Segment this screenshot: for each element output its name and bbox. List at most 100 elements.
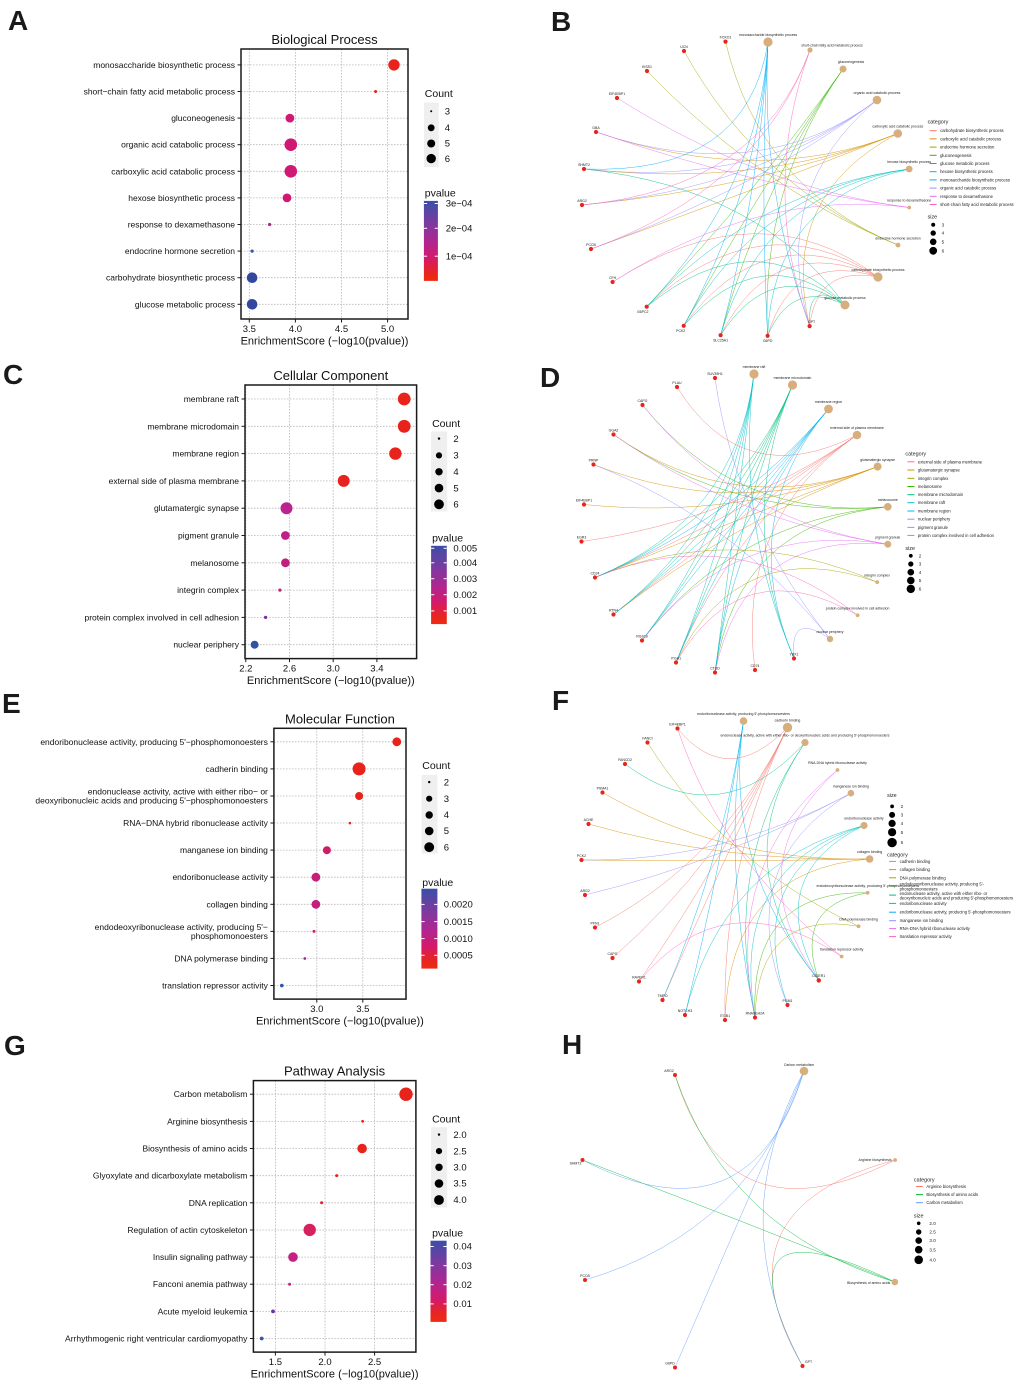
svg-text:Carbon metabolism: Carbon metabolism — [926, 1200, 963, 1205]
svg-text:carbohydrate biosynthetic proc: carbohydrate biosynthetic process — [940, 128, 1004, 133]
svg-text:5: 5 — [919, 578, 922, 583]
svg-text:3: 3 — [901, 813, 904, 818]
svg-text:3e−04: 3e−04 — [446, 199, 473, 210]
svg-text:nuclear periphery: nuclear periphery — [173, 640, 239, 650]
svg-text:category: category — [887, 853, 908, 859]
svg-text:manganese ion binding: manganese ion binding — [900, 918, 944, 923]
svg-text:GGA2: GGA2 — [609, 428, 619, 432]
svg-text:Arginine biosynthesis: Arginine biosynthesis — [859, 1158, 892, 1162]
svg-text:4: 4 — [942, 231, 945, 236]
svg-text:2e−04: 2e−04 — [446, 224, 473, 235]
svg-text:EnrichmentScore (−log10(pvalue: EnrichmentScore (−log10(pvalue)) — [251, 1369, 419, 1381]
svg-text:membrane region: membrane region — [815, 400, 842, 404]
svg-text:glutamatergic synapse: glutamatergic synapse — [154, 503, 239, 513]
svg-text:3: 3 — [919, 562, 922, 567]
svg-text:membrane region: membrane region — [918, 509, 951, 514]
svg-text:DNA polymerase binding: DNA polymerase binding — [900, 875, 947, 880]
svg-text:CD24: CD24 — [591, 571, 600, 575]
svg-text:D: D — [540, 362, 560, 393]
svg-text:0.0020: 0.0020 — [444, 900, 473, 911]
svg-text:PCCB: PCCB — [580, 1274, 590, 1278]
svg-text:collagen binding: collagen binding — [900, 867, 931, 872]
svg-text:hexose biosynthetic process: hexose biosynthetic process — [940, 169, 993, 174]
svg-text:3: 3 — [453, 451, 458, 462]
svg-text:carbohydrate biosynthetic proc: carbohydrate biosynthetic process — [106, 273, 235, 283]
svg-text:SHMT2: SHMT2 — [570, 1162, 582, 1166]
svg-text:2: 2 — [901, 804, 904, 809]
svg-text:size: size — [887, 793, 897, 799]
svg-text:Arginine biosynthesis: Arginine biosynthesis — [167, 1116, 247, 1126]
svg-text:gluconeogenesis: gluconeogenesis — [171, 113, 235, 123]
svg-text:endoribonuclease activity, pro: endoribonuclease activity, producing 5'-… — [900, 910, 1011, 915]
svg-text:FOXO1: FOXO1 — [720, 35, 732, 39]
svg-text:glutamatergic synapse: glutamatergic synapse — [860, 458, 895, 462]
svg-text:DNA polymerase binding: DNA polymerase binding — [174, 953, 268, 963]
svg-text:endocrine hormone secretion: endocrine hormone secretion — [940, 145, 995, 150]
svg-text:ARG2: ARG2 — [664, 1069, 674, 1073]
svg-text:3.0: 3.0 — [453, 1163, 466, 1174]
svg-text:manganese ion binding: manganese ion binding — [180, 845, 268, 855]
svg-text:glucose metabolic process: glucose metabolic process — [940, 161, 989, 166]
svg-text:protein complex involved in ce: protein complex involved in cell adhesio… — [826, 607, 890, 611]
svg-text:ITGA1: ITGA1 — [671, 656, 681, 660]
svg-text:Biosynthesis of amino acids: Biosynthesis of amino acids — [926, 1192, 978, 1197]
svg-text:endoribonuclease activity: endoribonuclease activity — [172, 872, 268, 882]
svg-text:YBX1: YBX1 — [790, 652, 799, 656]
svg-text:6: 6 — [445, 154, 450, 165]
svg-text:2.0: 2.0 — [453, 1130, 466, 1141]
svg-text:Cellular Component: Cellular Component — [273, 368, 388, 383]
svg-text:4.0: 4.0 — [929, 1257, 936, 1262]
svg-text:carbohydrate biosynthetic proc: carbohydrate biosynthetic process — [851, 268, 904, 272]
svg-text:EIF4EBP1: EIF4EBP1 — [576, 498, 592, 502]
svg-text:0.01: 0.01 — [453, 1299, 472, 1310]
svg-text:0.0010: 0.0010 — [444, 934, 473, 945]
svg-text:RNA-DNA hybrid ribonuclease ac: RNA-DNA hybrid ribonuclease activity — [900, 926, 971, 931]
svg-text:integrin complex: integrin complex — [918, 476, 949, 481]
svg-text:ACHE: ACHE — [584, 818, 594, 822]
svg-text:3.4: 3.4 — [370, 664, 383, 675]
svg-text:collagen binding: collagen binding — [857, 850, 882, 854]
svg-text:EnrichmentScore (−log10(pvalue: EnrichmentScore (−log10(pvalue)) — [256, 1016, 424, 1028]
svg-text:endoribonuclease activity: endoribonuclease activity — [844, 817, 884, 821]
svg-text:response to dexamethasone: response to dexamethasone — [128, 220, 236, 230]
svg-text:endocrine hormone secretion: endocrine hormone secretion — [125, 246, 235, 256]
svg-text:melanosome: melanosome — [918, 484, 943, 489]
svg-text:PGM1: PGM1 — [783, 999, 793, 1003]
svg-text:melanosome: melanosome — [878, 498, 898, 502]
svg-text:4: 4 — [445, 123, 450, 134]
svg-text:endocrine hormone secretion: endocrine hormone secretion — [875, 236, 920, 240]
svg-text:5: 5 — [901, 830, 904, 835]
svg-text:endoribonuclease activity, pro: endoribonuclease activity, producing 5'−… — [40, 737, 268, 747]
svg-text:GPT: GPT — [805, 1360, 813, 1364]
svg-text:C: C — [3, 359, 23, 390]
svg-text:endodeoxyribonuclease activity: endodeoxyribonuclease activity, producin… — [95, 922, 268, 932]
svg-text:F: F — [552, 685, 569, 716]
svg-text:Count: Count — [425, 88, 453, 100]
svg-text:4.0: 4.0 — [289, 324, 302, 335]
svg-text:3.0: 3.0 — [327, 664, 340, 675]
svg-text:2.5: 2.5 — [368, 1357, 381, 1368]
svg-text:ITGB1: ITGB1 — [720, 1014, 730, 1018]
svg-text:DNA replication: DNA replication — [189, 1198, 248, 1208]
svg-text:3.5: 3.5 — [453, 1179, 466, 1190]
svg-text:Count: Count — [432, 418, 460, 430]
svg-text:NOTCH3: NOTCH3 — [678, 1009, 692, 1013]
svg-text:PLAU: PLAU — [672, 381, 682, 385]
svg-text:RGS19: RGS19 — [636, 634, 648, 638]
svg-text:Regulation of actin cytoskelet: Regulation of actin cytoskeleton — [127, 1225, 247, 1235]
svg-text:2.5: 2.5 — [929, 1230, 936, 1235]
svg-text:3: 3 — [942, 222, 945, 227]
svg-text:pvalue: pvalue — [425, 188, 456, 200]
svg-text:EIF4EBP1: EIF4EBP1 — [669, 722, 685, 726]
svg-text:Glyoxylate and dicarboxylate m: Glyoxylate and dicarboxylate metabolism — [93, 1171, 248, 1181]
svg-text:cadherin binding: cadherin binding — [206, 764, 269, 774]
svg-text:pvalue: pvalue — [422, 877, 453, 889]
svg-text:4: 4 — [901, 821, 904, 826]
svg-text:category: category — [914, 1177, 935, 1183]
svg-text:0.003: 0.003 — [453, 574, 477, 585]
svg-text:FANCD2: FANCD2 — [618, 758, 632, 762]
svg-text:EnrichmentScore (−log10(pvalue: EnrichmentScore (−log10(pvalue)) — [247, 675, 415, 687]
svg-text:membrane microdomain: membrane microdomain — [774, 376, 812, 380]
svg-text:phosphomonoesters: phosphomonoesters — [191, 931, 268, 941]
svg-text:RNA−DNA hybrid ribonuclease ac: RNA−DNA hybrid ribonuclease activity — [123, 818, 269, 828]
